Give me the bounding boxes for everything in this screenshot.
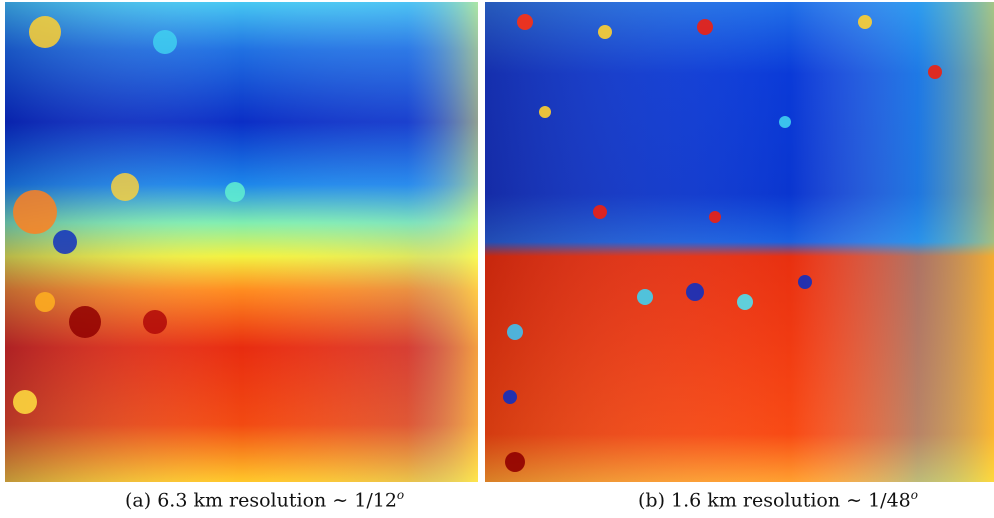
caption-b: (b) 1.6 km resolution ∼ 1/48o: [638, 488, 918, 511]
caption-superscript: o: [910, 488, 918, 502]
panel-a-image: [5, 2, 478, 482]
caption-text: 1.6 km resolution ∼ 1/48: [671, 489, 911, 512]
caption-text: 6.3 km resolution ∼ 1/12: [157, 489, 397, 512]
panel-label: (a): [125, 489, 152, 512]
panel-b-image: [485, 2, 994, 482]
panel-label: (b): [638, 489, 665, 512]
caption-superscript: o: [396, 488, 405, 502]
caption-a: (a) 6.3 km resolution ∼ 1/12o: [125, 488, 404, 511]
